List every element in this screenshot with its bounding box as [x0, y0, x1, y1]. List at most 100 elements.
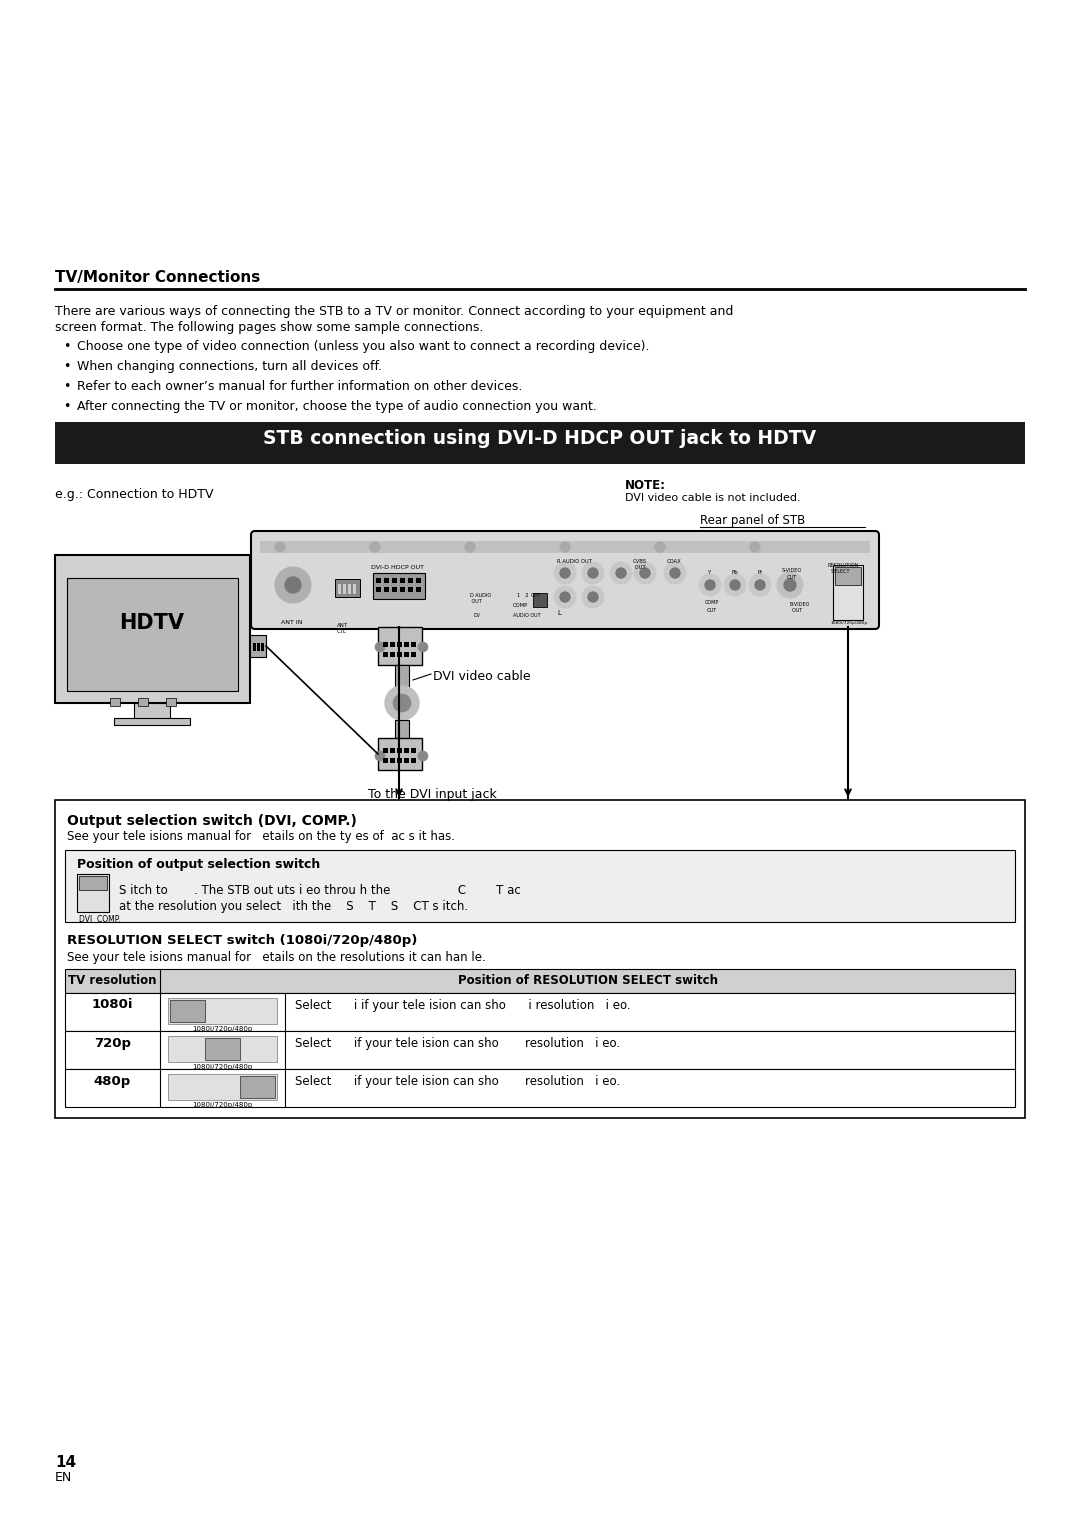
Text: Refer to each owner’s manual for further information on other devices.: Refer to each owner’s manual for further…	[77, 380, 523, 393]
Bar	[404, 749, 409, 753]
Text: R AUDIO OUT: R AUDIO OUT	[557, 559, 592, 564]
Text: DVI  COMP.: DVI COMP.	[79, 915, 121, 924]
Bar	[390, 652, 395, 657]
Bar	[395, 665, 409, 694]
Bar	[534, 593, 546, 607]
Bar	[170, 999, 205, 1022]
Bar	[390, 642, 395, 646]
Bar	[168, 1036, 276, 1062]
Circle shape	[664, 562, 686, 584]
Text: •: •	[63, 361, 70, 373]
Text: ANT
CTL: ANT CTL	[337, 623, 348, 634]
Bar	[138, 698, 148, 706]
Bar	[335, 579, 360, 597]
Circle shape	[275, 542, 285, 552]
Bar	[392, 578, 397, 584]
Bar	[65, 850, 1015, 921]
Circle shape	[634, 562, 656, 584]
Bar	[260, 541, 870, 553]
Text: Pb: Pb	[732, 570, 739, 575]
Circle shape	[750, 542, 760, 552]
Bar	[65, 969, 1015, 993]
Text: To the DVI input jack: To the DVI input jack	[368, 788, 497, 801]
Bar	[411, 652, 416, 657]
Circle shape	[588, 568, 598, 578]
Circle shape	[610, 562, 632, 584]
Circle shape	[582, 587, 604, 608]
Circle shape	[561, 591, 570, 602]
Bar	[65, 1070, 1015, 1106]
Text: TV/Monitor Connections: TV/Monitor Connections	[55, 270, 260, 286]
Bar	[65, 1031, 1015, 1070]
Circle shape	[384, 686, 419, 720]
Circle shape	[777, 571, 804, 597]
Bar	[400, 578, 405, 584]
Bar	[166, 698, 176, 706]
Bar	[205, 1038, 240, 1060]
Circle shape	[554, 562, 576, 584]
Text: 1080i: 1080i	[92, 998, 133, 1012]
Circle shape	[582, 562, 604, 584]
Bar	[338, 584, 341, 594]
Circle shape	[418, 642, 428, 652]
Text: e.g.: Connection to HDTV: e.g.: Connection to HDTV	[55, 487, 214, 501]
Text: EN: EN	[55, 1471, 72, 1484]
Text: When changing connections, turn all devices off.: When changing connections, turn all devi…	[77, 361, 382, 373]
Bar	[110, 698, 120, 706]
Text: HDTV: HDTV	[120, 613, 185, 633]
Bar	[397, 758, 402, 762]
Bar	[353, 584, 356, 594]
Bar	[390, 749, 395, 753]
Text: Select      if your tele ision can sho       resolution   i eo.: Select if your tele ision can sho resolu…	[295, 1074, 620, 1088]
Text: DVI-D HDCP OUT: DVI-D HDCP OUT	[372, 565, 424, 570]
Bar	[411, 749, 416, 753]
Text: •: •	[63, 341, 70, 353]
Circle shape	[465, 542, 475, 552]
Bar	[404, 642, 409, 646]
Bar	[376, 578, 381, 584]
Bar	[404, 652, 409, 657]
Circle shape	[561, 542, 570, 552]
Text: TV resolution: TV resolution	[68, 973, 157, 987]
Text: RESOLUTION
  SELECT: RESOLUTION SELECT	[828, 562, 860, 575]
Text: See your tele isions manual for   etails on the ty es of  ac s it has.: See your tele isions manual for etails o…	[67, 830, 455, 843]
Bar	[378, 738, 422, 770]
Text: B-VIDEO
  OUT: B-VIDEO OUT	[789, 602, 809, 613]
Circle shape	[640, 568, 650, 578]
Bar	[383, 652, 388, 657]
Bar	[384, 587, 389, 591]
Text: 1080i/720p/480p: 1080i/720p/480p	[192, 1025, 253, 1031]
Text: 1   2: 1 2	[517, 593, 528, 597]
FancyBboxPatch shape	[251, 532, 879, 630]
Bar	[835, 567, 861, 585]
Bar	[240, 1076, 275, 1099]
Bar	[408, 578, 413, 584]
Text: There are various ways of connecting the STB to a TV or monitor. Connect accordi: There are various ways of connecting the…	[55, 306, 733, 318]
Bar	[378, 626, 422, 665]
Circle shape	[375, 750, 384, 761]
Text: COAX: COAX	[667, 559, 681, 564]
Bar	[65, 993, 1015, 1031]
Text: S itch to       . The STB out uts i eo throu h the                  C        T a: S itch to . The STB out uts i eo throu h…	[119, 885, 521, 897]
Circle shape	[588, 591, 598, 602]
Text: OPT: OPT	[531, 593, 541, 597]
Bar	[397, 652, 402, 657]
Text: DV: DV	[473, 613, 480, 617]
Text: ANT IN: ANT IN	[281, 620, 302, 625]
Bar	[343, 584, 346, 594]
Bar	[395, 720, 409, 738]
Circle shape	[784, 579, 796, 591]
Circle shape	[670, 568, 680, 578]
Circle shape	[699, 575, 721, 596]
Text: 1080i/720p/480p: 1080i/720p/480p	[192, 1063, 253, 1070]
Text: CVBS
 OUT: CVBS OUT	[633, 559, 647, 570]
Circle shape	[554, 587, 576, 608]
Text: L: L	[557, 610, 561, 616]
Bar	[373, 573, 426, 599]
Bar	[67, 578, 238, 691]
Bar	[376, 587, 381, 591]
Text: OUT: OUT	[707, 608, 717, 613]
Text: After connecting the TV or monitor, choose the type of audio connection you want: After connecting the TV or monitor, choo…	[77, 400, 597, 413]
Bar	[261, 643, 264, 651]
Text: S-VIDEO: S-VIDEO	[782, 568, 802, 573]
